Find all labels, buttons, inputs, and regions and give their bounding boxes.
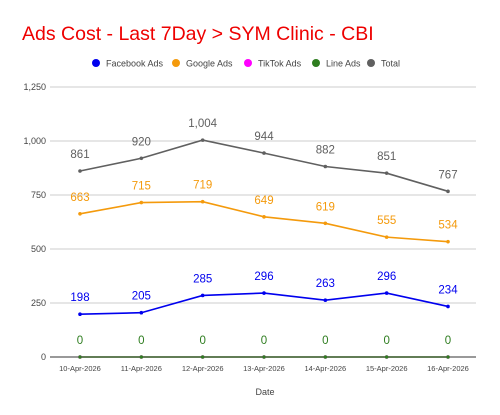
y-tick-label: 0 bbox=[41, 352, 46, 362]
data-point bbox=[446, 304, 450, 309]
series-points bbox=[78, 138, 450, 359]
data-label: 0 bbox=[261, 335, 267, 347]
data-point bbox=[139, 310, 144, 315]
data-label: 0 bbox=[138, 335, 144, 347]
y-tick-label: 1,250 bbox=[23, 82, 46, 92]
chart-legend: Facebook Ads Google Ads TikTok Ads Line Ads… bbox=[92, 59, 400, 69]
legend-label: Total bbox=[381, 59, 400, 69]
data-point bbox=[323, 221, 328, 226]
data-label: 920 bbox=[132, 136, 151, 148]
data-label: 1,004 bbox=[188, 118, 217, 130]
data-label: 296 bbox=[254, 271, 273, 283]
legend-label: TikTok Ads bbox=[258, 59, 302, 69]
legend-marker bbox=[244, 59, 252, 67]
y-tick-label: 500 bbox=[31, 244, 46, 254]
data-point bbox=[323, 298, 328, 302]
y-axis-ticks: 0 250 500 750 1,000 1,250 bbox=[23, 82, 46, 362]
legend-label: Facebook Ads bbox=[106, 59, 164, 69]
data-point bbox=[384, 355, 389, 359]
x-tick-label: 10-Apr-2026 bbox=[59, 364, 101, 373]
x-tick-label: 12-Apr-2026 bbox=[182, 364, 224, 373]
data-point bbox=[78, 169, 82, 173]
data-point bbox=[323, 355, 328, 359]
data-label: 0 bbox=[322, 335, 328, 347]
data-point bbox=[262, 291, 266, 295]
y-tick-label: 750 bbox=[31, 190, 46, 200]
legend-label: Line Ads bbox=[326, 59, 361, 69]
data-point bbox=[78, 312, 82, 317]
data-label: 534 bbox=[438, 220, 458, 232]
data-label: 0 bbox=[445, 335, 451, 347]
legend-marker bbox=[92, 59, 100, 67]
data-point bbox=[446, 355, 450, 359]
data-label: 719 bbox=[193, 180, 212, 192]
data-point bbox=[323, 164, 328, 169]
data-point bbox=[384, 291, 389, 295]
data-point bbox=[446, 189, 450, 194]
legend-marker bbox=[172, 59, 180, 67]
data-label: 296 bbox=[377, 271, 396, 283]
grid-lines bbox=[50, 86, 476, 358]
data-label: 882 bbox=[316, 144, 335, 156]
x-tick-label: 14-Apr-2026 bbox=[304, 364, 346, 373]
data-label: 715 bbox=[132, 181, 151, 193]
data-label: 285 bbox=[193, 273, 212, 285]
x-axis-label: Date bbox=[255, 387, 274, 397]
data-point bbox=[78, 355, 82, 359]
data-label: 649 bbox=[254, 195, 273, 207]
data-point bbox=[262, 215, 266, 219]
x-axis-ticks: 10-Apr-2026 11-Apr-2026 12-Apr-2026 13-Apr-… bbox=[59, 364, 469, 373]
data-label: 0 bbox=[77, 335, 83, 347]
y-tick-label: 1,000 bbox=[23, 136, 46, 146]
data-point bbox=[139, 355, 144, 359]
legend-marker bbox=[367, 59, 375, 67]
data-point bbox=[200, 293, 205, 298]
data-label: 263 bbox=[316, 278, 335, 290]
data-label: 944 bbox=[254, 131, 274, 143]
x-tick-label: 11-Apr-2026 bbox=[121, 364, 162, 373]
data-point bbox=[78, 211, 82, 216]
data-point bbox=[200, 138, 205, 142]
y-tick-label: 250 bbox=[31, 298, 46, 308]
data-label: 861 bbox=[70, 149, 89, 161]
data-label: 767 bbox=[438, 169, 457, 181]
data-label: 234 bbox=[438, 284, 458, 296]
x-tick-label: 16-Apr-2026 bbox=[427, 364, 469, 373]
legend-marker bbox=[312, 59, 320, 67]
data-point bbox=[384, 171, 389, 175]
data-label: 198 bbox=[70, 292, 89, 304]
data-label: 0 bbox=[383, 335, 389, 347]
data-point bbox=[262, 151, 266, 155]
data-label: 0 bbox=[199, 335, 205, 347]
legend-label: Google Ads bbox=[186, 59, 233, 69]
chart-title: Ads Cost - Last 7Day > SYM Clinic - CBI bbox=[22, 23, 374, 45]
x-tick-label: 13-Apr-2026 bbox=[243, 364, 285, 373]
data-point bbox=[139, 200, 144, 205]
data-point bbox=[262, 355, 266, 359]
data-label: 663 bbox=[70, 192, 89, 204]
data-label: 851 bbox=[377, 151, 396, 163]
data-point bbox=[384, 235, 389, 239]
data-label: 205 bbox=[132, 291, 151, 303]
x-tick-label: 15-Apr-2026 bbox=[366, 364, 408, 373]
data-label: 619 bbox=[316, 201, 335, 213]
data-point bbox=[139, 156, 144, 161]
data-point bbox=[200, 199, 205, 204]
data-point bbox=[200, 355, 205, 359]
data-label: 555 bbox=[377, 215, 396, 227]
data-point bbox=[446, 239, 450, 244]
data-labels: 198 205 285 296 263 296 234 663 715 719 649 619 555 5… bbox=[70, 118, 458, 347]
